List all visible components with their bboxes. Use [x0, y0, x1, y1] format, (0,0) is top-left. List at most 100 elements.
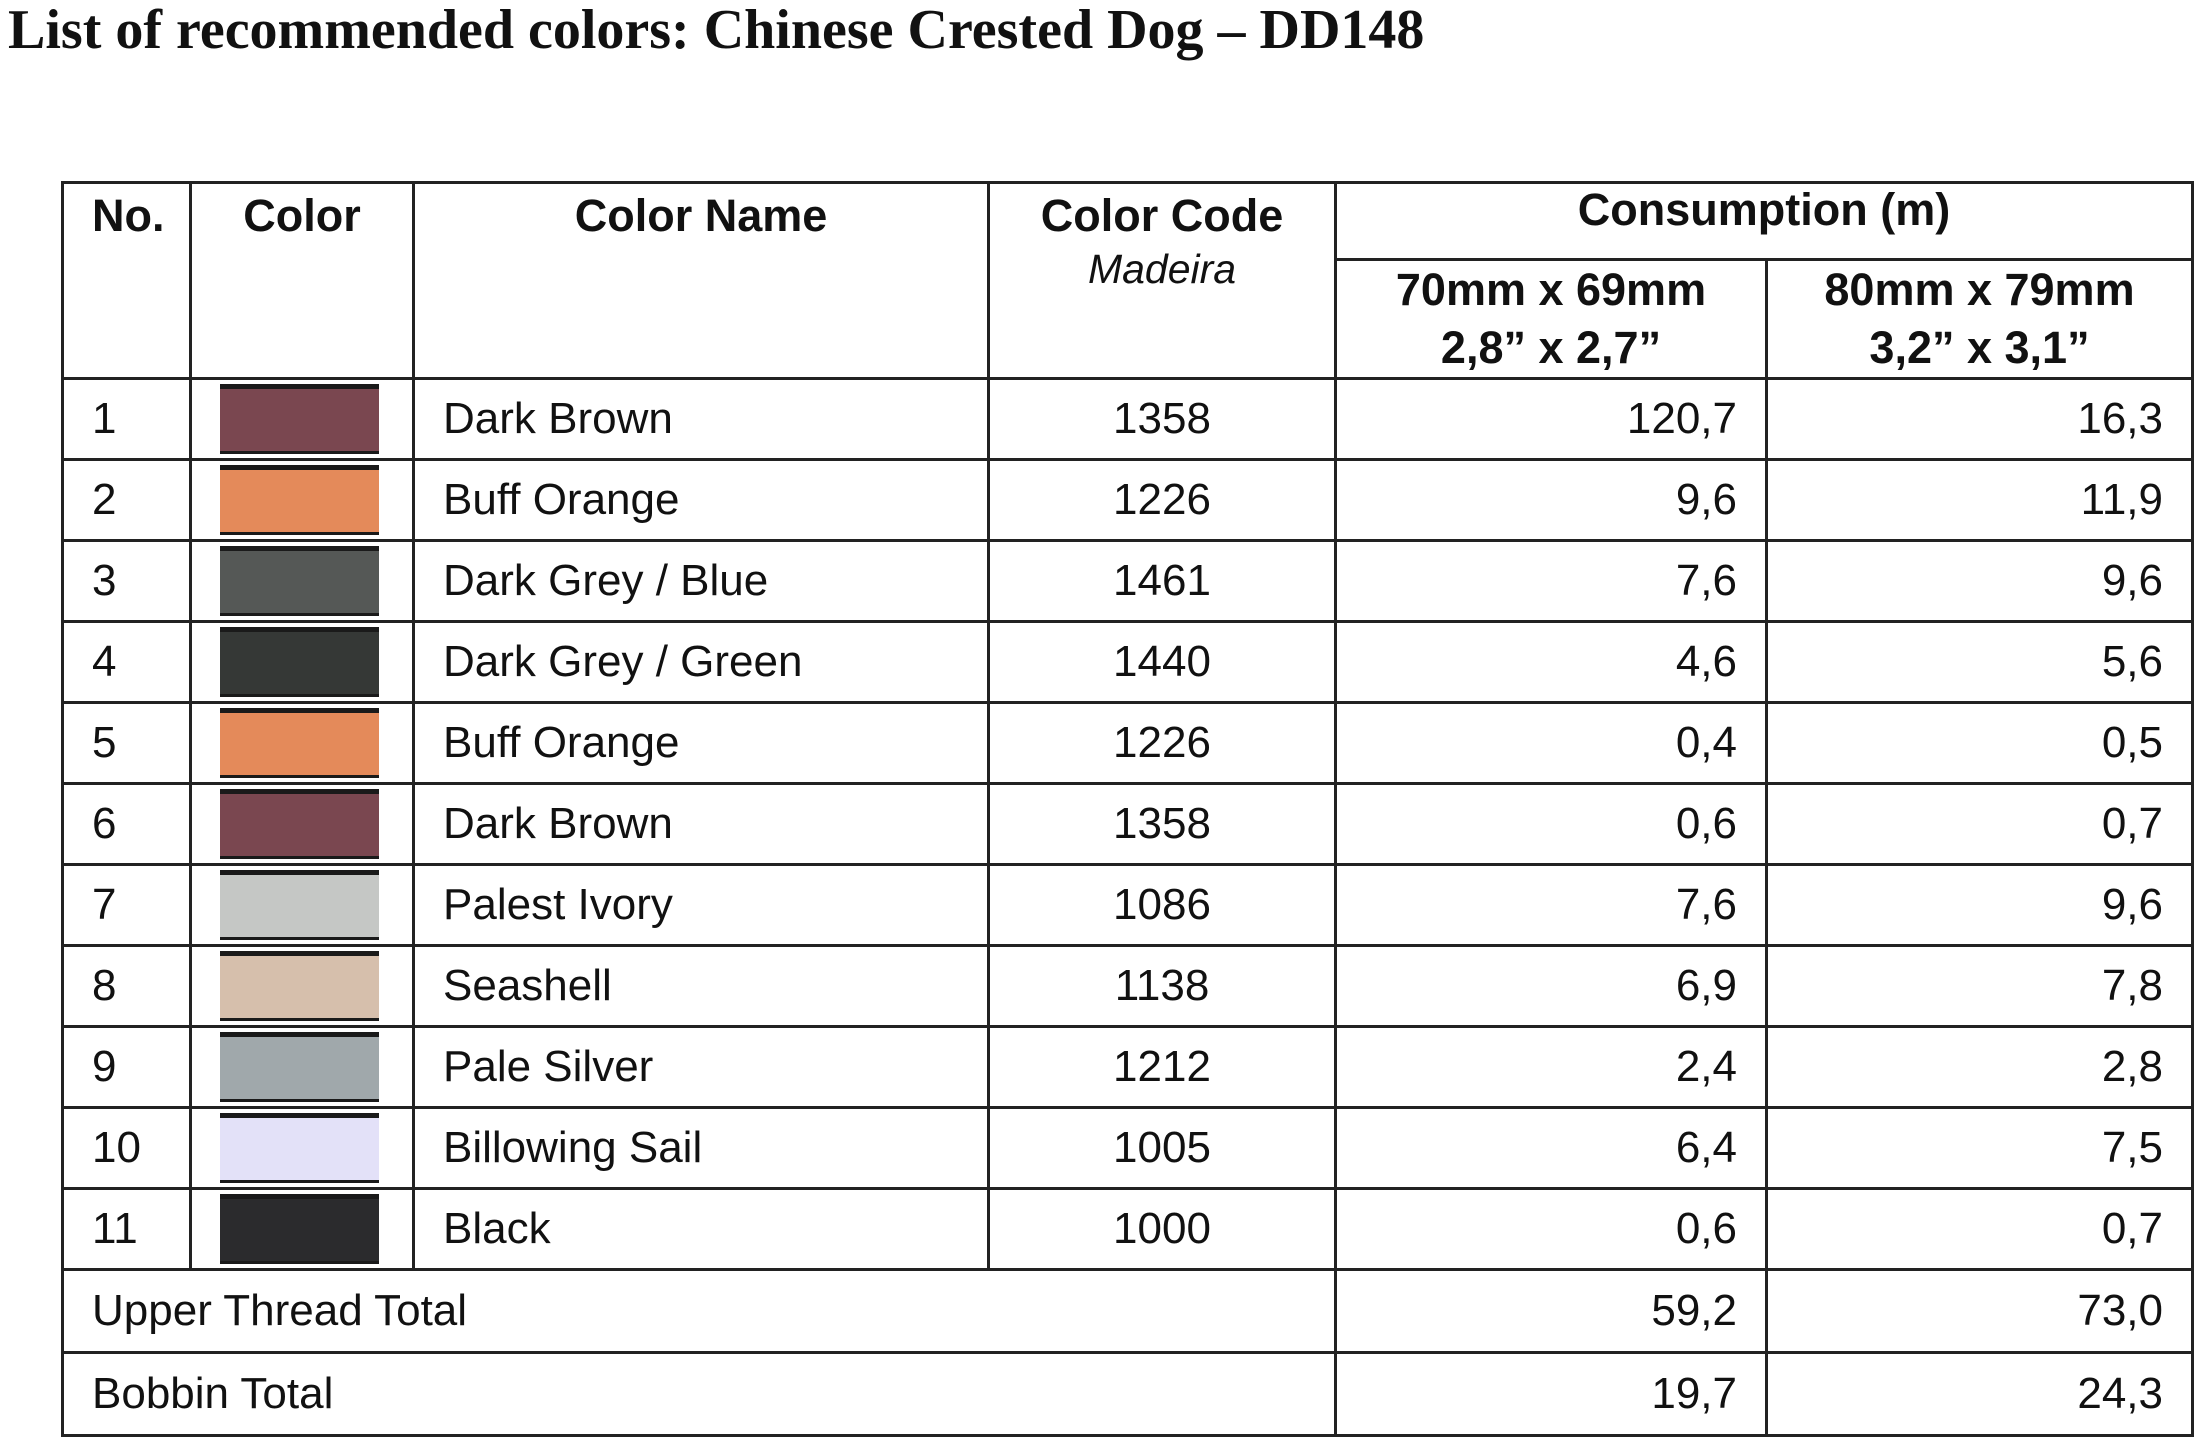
- consumption-size-2: 0,5: [1765, 701, 2194, 785]
- total-size-2: 24,3: [1765, 1351, 2194, 1437]
- color-name: Palest Ivory: [412, 863, 990, 947]
- color-swatch-cell: [189, 377, 415, 461]
- color-swatch: [220, 1194, 379, 1264]
- total-size-1: 19,7: [1334, 1351, 1768, 1437]
- table-row: 9 Pale Silver 1212 2,4 2,8: [61, 1025, 2194, 1109]
- consumption-size-2: 2,8: [1765, 1025, 2194, 1109]
- color-name: Billowing Sail: [412, 1106, 990, 1190]
- color-swatch: [220, 1032, 379, 1102]
- color-swatch: [220, 384, 379, 454]
- color-name: Seashell: [412, 944, 990, 1028]
- header-color-code-label: Color Code: [1040, 190, 1284, 241]
- row-number: 5: [61, 701, 192, 785]
- header-color-name: Color Name: [412, 181, 990, 380]
- total-row: Upper Thread Total 59,2 73,0: [61, 1268, 2194, 1354]
- total-rows: Upper Thread Total 59,2 73,0 Bobbin Total 19…: [61, 1268, 2194, 1437]
- page-title: List of recommended colors: Chinese Cres…: [8, 0, 1425, 61]
- header-size-1-inch: 2,8” x 2,7”: [1440, 322, 1662, 373]
- color-swatch: [220, 1113, 379, 1183]
- color-swatch: [220, 627, 379, 697]
- color-code: 1212: [987, 1025, 1337, 1109]
- total-label: Upper Thread Total: [61, 1268, 1337, 1354]
- consumption-size-1: 4,6: [1334, 620, 1768, 704]
- color-swatch: [220, 789, 379, 859]
- row-number: 8: [61, 944, 192, 1028]
- consumption-size-2: 7,5: [1765, 1106, 2194, 1190]
- consumption-size-1: 0,4: [1334, 701, 1768, 785]
- row-number: 7: [61, 863, 192, 947]
- consumption-size-1: 7,6: [1334, 863, 1768, 947]
- row-number: 2: [61, 458, 192, 542]
- table-row: 7 Palest Ivory 1086 7,6 9,6: [61, 863, 2194, 947]
- color-name: Black: [412, 1187, 990, 1271]
- color-swatch-cell: [189, 1025, 415, 1109]
- row-number: 9: [61, 1025, 192, 1109]
- color-code: 1086: [987, 863, 1337, 947]
- consumption-size-1: 9,6: [1334, 458, 1768, 542]
- table-row: 8 Seashell 1138 6,9 7,8: [61, 944, 2194, 1028]
- consumption-size-2: 16,3: [1765, 377, 2194, 461]
- table-row: 3 Dark Grey / Blue 1461 7,6 9,6: [61, 539, 2194, 623]
- color-swatch-cell: [189, 539, 415, 623]
- consumption-size-1: 120,7: [1334, 377, 1768, 461]
- header-size-row: 70mm x 69mm 2,8” x 2,7” 80mm x 79mm 3,2”…: [63, 258, 2194, 380]
- color-code: 1000: [987, 1187, 1337, 1271]
- header-consumption: Consumption (m): [1334, 181, 2194, 261]
- consumption-size-1: 6,9: [1334, 944, 1768, 1028]
- color-swatch: [220, 708, 379, 778]
- consumption-size-2: 5,6: [1765, 620, 2194, 704]
- color-code: 1226: [987, 701, 1337, 785]
- color-code: 1461: [987, 539, 1337, 623]
- color-table: No. Color Color Name Color Code Madeira …: [61, 181, 2194, 1437]
- color-name: Dark Grey / Blue: [412, 539, 990, 623]
- table-row: 2 Buff Orange 1226 9,6 11,9: [61, 458, 2194, 542]
- row-number: 4: [61, 620, 192, 704]
- color-code: 1005: [987, 1106, 1337, 1190]
- row-number: 1: [61, 377, 192, 461]
- header-size-2: 80mm x 79mm 3,2” x 3,1”: [1765, 258, 2194, 380]
- color-swatch: [220, 870, 379, 940]
- color-swatch-cell: [189, 944, 415, 1028]
- color-code: 1440: [987, 620, 1337, 704]
- consumption-size-2: 0,7: [1765, 782, 2194, 866]
- header-row: No. Color Color Name Color Code Madeira …: [61, 181, 2194, 380]
- color-code: 1138: [987, 944, 1337, 1028]
- consumption-size-2: 11,9: [1765, 458, 2194, 542]
- consumption-size-1: 2,4: [1334, 1025, 1768, 1109]
- color-swatch-cell: [189, 620, 415, 704]
- color-swatch-cell: [189, 863, 415, 947]
- table-row: 5 Buff Orange 1226 0,4 0,5: [61, 701, 2194, 785]
- row-number: 10: [61, 1106, 192, 1190]
- table-row: 1 Dark Brown 1358 120,7 16,3: [61, 377, 2194, 461]
- header-no: No.: [61, 181, 192, 380]
- color-name: Pale Silver: [412, 1025, 990, 1109]
- header-color-code: Color Code Madeira: [987, 181, 1337, 380]
- color-swatch: [220, 465, 379, 535]
- consumption-size-2: 9,6: [1765, 539, 2194, 623]
- color-name: Dark Brown: [412, 782, 990, 866]
- color-name: Dark Grey / Green: [412, 620, 990, 704]
- header-size-1: 70mm x 69mm 2,8” x 2,7”: [1334, 258, 1768, 380]
- color-swatch-cell: [189, 782, 415, 866]
- header-size-2-metric: 80mm x 79mm: [1824, 264, 2135, 315]
- header-size-1-metric: 70mm x 69mm: [1395, 264, 1707, 315]
- total-size-1: 59,2: [1334, 1268, 1768, 1354]
- table-row: 11 Black 1000 0,6 0,7: [61, 1187, 2194, 1271]
- color-code: 1358: [987, 377, 1337, 461]
- row-number: 3: [61, 539, 192, 623]
- consumption-size-1: 0,6: [1334, 782, 1768, 866]
- color-code: 1226: [987, 458, 1337, 542]
- color-name: Dark Brown: [412, 377, 990, 461]
- color-swatch: [220, 951, 379, 1021]
- table-row: 6 Dark Brown 1358 0,6 0,7: [61, 782, 2194, 866]
- table-row: 10 Billowing Sail 1005 6,4 7,5: [61, 1106, 2194, 1190]
- consumption-size-2: 0,7: [1765, 1187, 2194, 1271]
- header-color-code-brand: Madeira: [1087, 246, 1237, 292]
- color-swatch-cell: [189, 1106, 415, 1190]
- color-swatch: [220, 546, 379, 616]
- consumption-size-1: 6,4: [1334, 1106, 1768, 1190]
- color-swatch-cell: [189, 458, 415, 542]
- header-color: Color: [189, 181, 415, 380]
- consumption-size-1: 0,6: [1334, 1187, 1768, 1271]
- consumption-size-2: 9,6: [1765, 863, 2194, 947]
